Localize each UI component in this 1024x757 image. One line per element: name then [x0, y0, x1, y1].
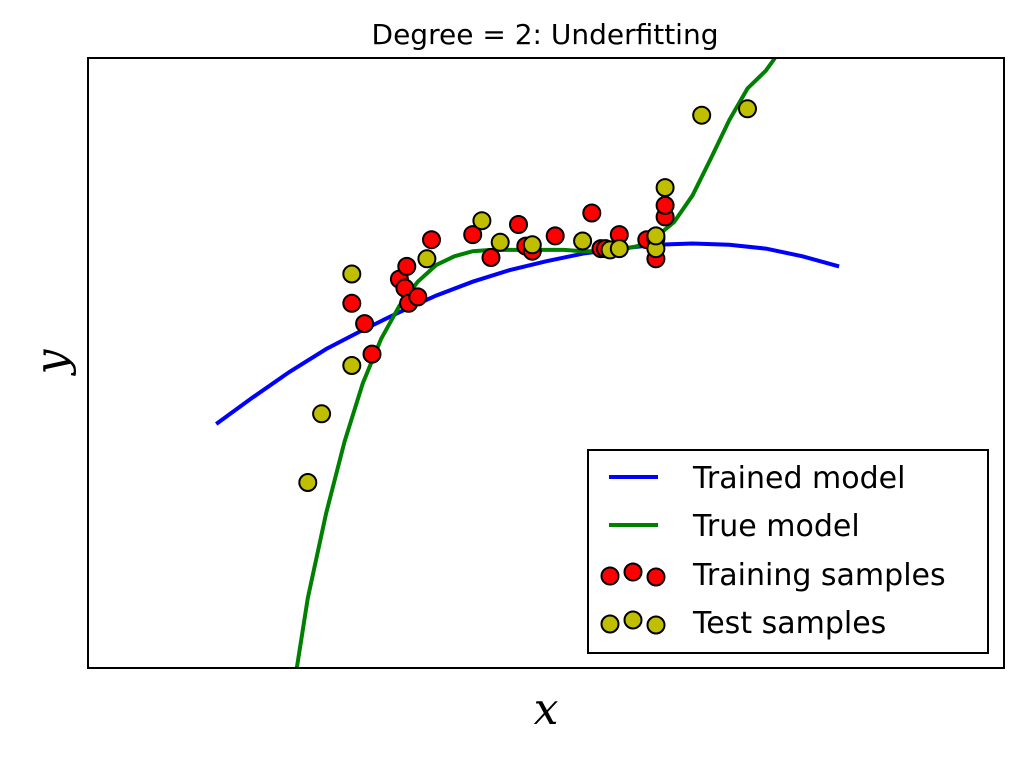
legend: Trained model True model Training samples T…: [587, 449, 989, 654]
scatter-point-2-14: [545, 226, 565, 246]
scatter-point-2-0: [342, 293, 362, 313]
scatter-point-2-7: [408, 287, 428, 307]
scatter-point-2-10: [481, 248, 501, 267]
scatter-point-3-5: [472, 211, 492, 231]
scatter-point-2-2: [362, 344, 382, 364]
scatter-point-3-3: [342, 264, 362, 284]
scatter-point-3-15: [738, 99, 757, 119]
scatter-point-3-10: [609, 239, 629, 259]
legend-label-1: True model: [692, 509, 860, 544]
scatter-point-3-6: [490, 232, 510, 252]
legend-marker-swatch-2-0: [600, 566, 620, 586]
scatter-point-3-13: [655, 178, 675, 198]
scatter-point-2-8: [422, 230, 441, 250]
x-axis-label: x: [534, 684, 559, 735]
legend-label-2: Training samples: [692, 558, 946, 593]
points-layer: [298, 99, 757, 492]
scatter-point-2-9: [463, 225, 483, 245]
y-axis-label: y: [26, 348, 77, 376]
legend-label-0: Trained model: [692, 461, 905, 496]
scatter-point-2-15: [582, 203, 602, 223]
scatter-point-3-12: [646, 226, 666, 246]
legend-marker-swatch-3-1: [623, 610, 643, 630]
scatter-point-2-23: [655, 195, 675, 215]
scatter-point-3-0: [298, 473, 318, 492]
scatter-point-3-2: [342, 356, 362, 375]
scatter-point-2-11: [509, 215, 528, 234]
legend-marker-swatch-2-1: [623, 562, 643, 582]
legend-marker-swatch-2-2: [646, 567, 666, 587]
legend-marker-swatch-3-2: [646, 615, 666, 635]
scatter-point-3-1: [312, 404, 332, 424]
chart-title: Degree = 2: Underfitting: [372, 18, 719, 51]
scatter-point-3-8: [573, 231, 593, 251]
scatter-point-2-1: [355, 314, 375, 334]
scatter-point-3-7: [522, 235, 542, 255]
scatter-point-3-14: [692, 105, 712, 125]
scatter-point-3-4: [417, 249, 437, 269]
series-line-0: [215, 241, 840, 426]
legend-marker-swatch-3-0: [600, 614, 620, 634]
plot-frame: [87, 57, 1005, 669]
plot-area: [87, 57, 1005, 669]
scatter-point-2-5: [397, 256, 417, 276]
legend-label-3: Test samples: [692, 606, 886, 641]
